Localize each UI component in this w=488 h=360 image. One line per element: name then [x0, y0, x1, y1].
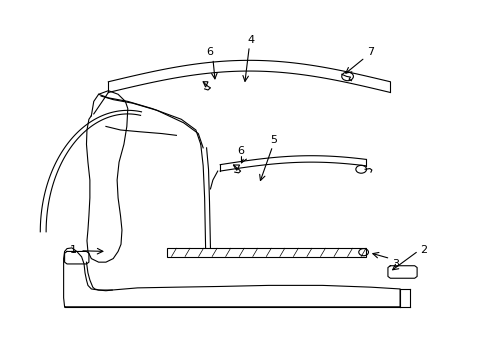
Text: 6: 6 — [205, 48, 213, 58]
Text: 1: 1 — [70, 245, 77, 255]
Text: 4: 4 — [247, 35, 254, 45]
Text: 7: 7 — [366, 47, 373, 57]
Text: 3: 3 — [391, 259, 399, 269]
Text: 2: 2 — [420, 245, 427, 255]
Text: 6: 6 — [237, 146, 244, 156]
Text: 5: 5 — [270, 135, 277, 145]
